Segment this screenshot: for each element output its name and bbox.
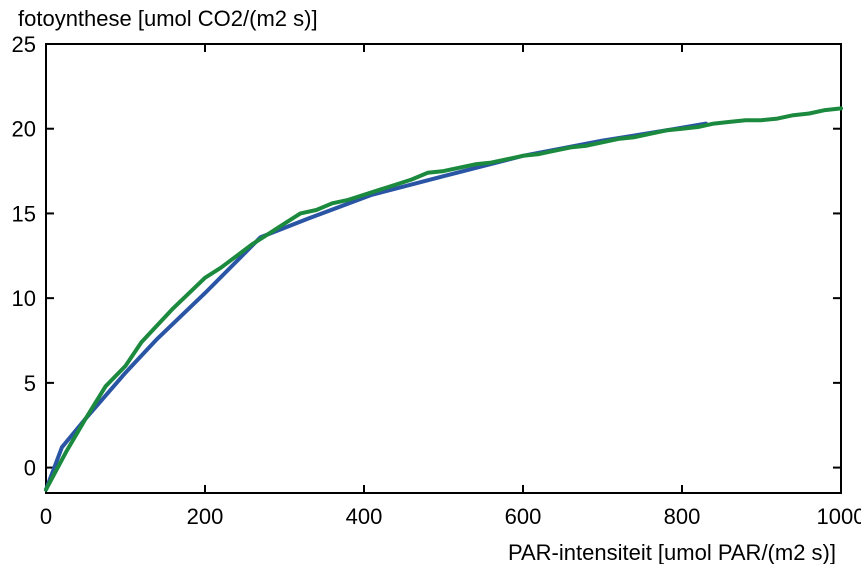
x-tick-label: 800: [664, 504, 701, 529]
series-line-1: [44, 121, 708, 492]
x-axis-title: PAR-intensiteit [umol PAR/(m2 s)]: [508, 540, 836, 564]
x-tick-label: 200: [187, 504, 224, 529]
y-axis-title: fotoynthese [umol CO2/(m2 s)]: [18, 6, 318, 31]
series-line-2: [44, 106, 843, 492]
y-tick-label: 0: [24, 456, 36, 481]
x-tick-label: 0: [40, 504, 52, 529]
y-tick-label: 15: [12, 201, 36, 226]
y-tick-label: 20: [12, 117, 36, 142]
x-tick-label: 600: [505, 504, 542, 529]
y-tick-label: 5: [24, 371, 36, 396]
x-tick-label: 1000: [817, 504, 861, 529]
plot-area: 0 200 400 600 800 1000 0 5 10 15 20 25: [12, 32, 861, 529]
y-tick-label: 25: [12, 32, 36, 57]
plot-frame: [45, 43, 842, 494]
y-tick-label: 10: [12, 286, 36, 311]
x-tick-label: 400: [346, 504, 383, 529]
